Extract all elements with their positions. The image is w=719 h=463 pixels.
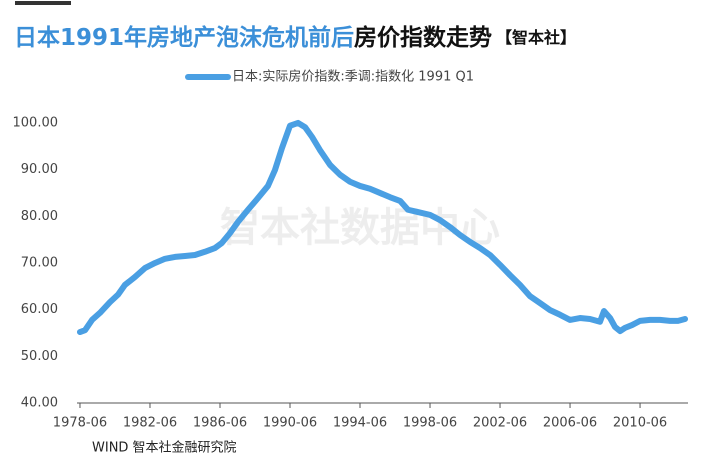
x-tick-label: 2002-06: [473, 416, 527, 431]
x-tick-label: 1982-06: [123, 416, 177, 431]
watermark: 智本社数据中心: [220, 205, 500, 251]
y-tick-label: 40.00: [21, 396, 58, 411]
x-tick-label: 2006-06: [543, 416, 597, 431]
brand: 【智本社】: [496, 28, 576, 47]
x-tick-label: 1994-06: [333, 416, 387, 431]
y-tick-label: 90.00: [21, 162, 58, 177]
y-tick-label: 60.00: [21, 302, 58, 317]
source: WIND 智本社金融研究院: [92, 440, 237, 456]
x-tick-label: 1998-06: [403, 416, 457, 431]
y-tick-label: 50.00: [21, 349, 58, 364]
y-tick-label: 100.00: [13, 115, 59, 130]
legend-label: 日本:实际房价指数:季调:指数化 1991 Q1: [232, 69, 474, 85]
chart-title: 日本1991年房地产泡沫危机前后房价指数走势 【智本社】: [14, 24, 576, 51]
y-tick-label: 80.00: [21, 209, 58, 224]
title-main: 日本1991年房地产泡沫危机前后: [14, 24, 354, 51]
x-tick-label: 1978-06: [53, 416, 107, 431]
top-bar: [15, 1, 71, 5]
title-suffix: 房价指数走势: [354, 24, 492, 51]
data-line: [76, 119, 689, 336]
x-tick-label: 1990-06: [263, 416, 317, 431]
x-tick-label: 1986-06: [193, 416, 247, 431]
x-tick-label: 2010-06: [613, 416, 667, 431]
y-tick-label: 70.00: [21, 255, 58, 270]
